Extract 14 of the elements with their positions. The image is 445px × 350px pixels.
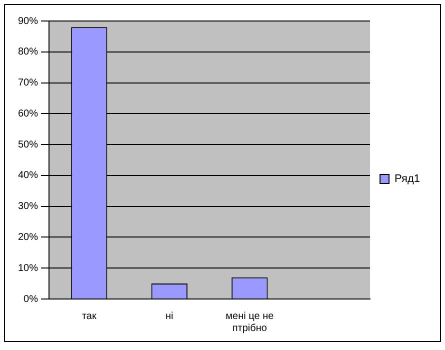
y-tick-label: 80% <box>18 46 38 58</box>
y-tick-label: 10% <box>18 262 38 274</box>
y-tick-label: 50% <box>18 139 38 150</box>
y-tick-label: 20% <box>18 232 38 243</box>
y-tick-label: 40% <box>18 170 38 182</box>
y-tick-label: 0% <box>24 294 38 305</box>
y-tick-label: 30% <box>18 201 38 212</box>
y-tick-label: 90% <box>18 16 38 27</box>
y-tick-label: 60% <box>18 108 38 120</box>
x-tick-label: мені це не птрібно <box>226 310 274 334</box>
legend-label: Ряд1 <box>394 173 420 186</box>
x-tick-label: так <box>82 310 97 322</box>
y-tick-label: 70% <box>18 78 38 89</box>
x-tick-label: ні <box>166 310 174 322</box>
